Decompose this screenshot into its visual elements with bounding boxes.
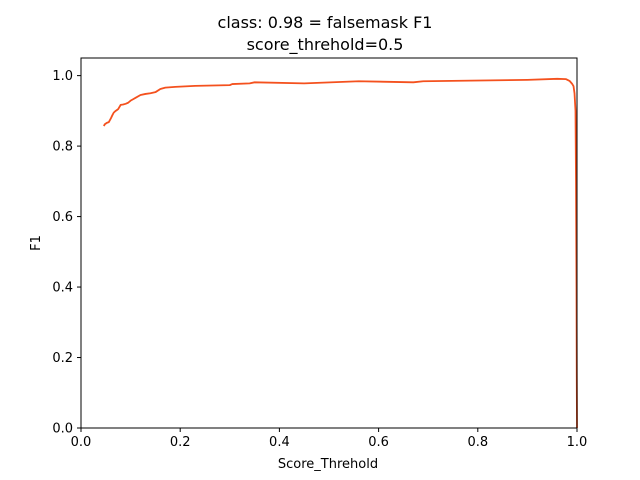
- y-tick-label-5: 1.0: [52, 69, 73, 84]
- plot-area: 0.0 0.2 0.4 0.6 0.8 1.0 0.0 0.2 0.4 0.6 0.8 1.0: [52, 57, 588, 450]
- plot-frame: [80, 57, 578, 429]
- x-tick-label-5: 1.0: [567, 435, 588, 450]
- x-tick-label-3: 0.6: [368, 435, 389, 450]
- chart-title-line2: score_threhold=0.5: [247, 35, 404, 55]
- x-tick-label-1: 0.2: [170, 435, 191, 450]
- y-tick-label-1: 0.2: [52, 351, 73, 366]
- y-axis-label: F1: [29, 235, 44, 251]
- x-tick-label-0: 0.0: [71, 435, 92, 450]
- x-axis-label: Score_Threhold: [278, 457, 378, 472]
- y-tick-label-4: 0.8: [52, 140, 73, 155]
- y-tick-label-2: 0.4: [52, 281, 73, 296]
- y-tick-label-0: 0.0: [52, 422, 73, 437]
- x-tick-label-2: 0.4: [269, 435, 290, 450]
- series-line-0: [103, 77, 578, 429]
- y-tick-label-3: 0.6: [52, 210, 73, 225]
- x-tick-label-4: 0.8: [467, 435, 488, 450]
- chart-title-line1: class: 0.98 = falsemask F1: [218, 13, 433, 32]
